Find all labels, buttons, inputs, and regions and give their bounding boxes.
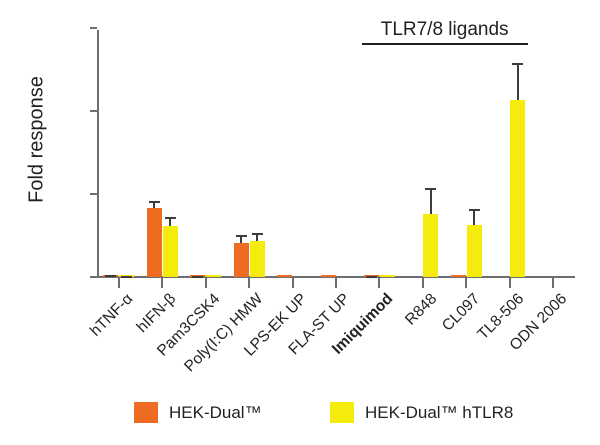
bar <box>320 275 336 277</box>
legend-color-swatch <box>134 402 158 423</box>
legend-color-swatch <box>330 402 354 423</box>
error-bar-cap <box>468 208 480 211</box>
x-axis-tick <box>552 278 555 288</box>
error-bar-cap <box>164 217 176 220</box>
y-axis-tick <box>90 110 97 112</box>
bar <box>277 275 293 277</box>
error-bar-cap <box>251 233 263 236</box>
error-bar-cap <box>425 187 437 190</box>
y-axis-line <box>97 30 99 278</box>
y-axis-tick <box>90 27 97 29</box>
bar <box>206 275 222 277</box>
x-axis-tick <box>421 278 424 288</box>
x-axis-tick <box>117 278 120 288</box>
error-bar <box>256 233 259 242</box>
x-axis-line <box>97 276 575 278</box>
y-axis-tick <box>90 193 97 195</box>
bar <box>510 99 526 277</box>
x-axis-tick <box>161 278 164 288</box>
bar <box>162 226 178 277</box>
error-bar <box>429 187 432 214</box>
error-bar <box>240 235 243 243</box>
bar <box>466 225 482 277</box>
x-axis-tick <box>204 278 207 288</box>
error-bar-cap <box>512 63 524 66</box>
bar <box>146 208 162 277</box>
x-axis-tick <box>508 278 511 288</box>
x-axis-tick <box>291 278 294 288</box>
y-axis-title: Fold response <box>25 76 48 203</box>
x-axis-tick <box>248 278 251 288</box>
plot-area <box>97 28 575 279</box>
chart-legend: HEK-Dual™ HEK-Dual™ hTLR8 <box>0 402 600 432</box>
legend-label: HEK-Dual™ <box>169 402 262 422</box>
x-axis-tick <box>335 278 337 288</box>
legend-item: HEK-Dual™ <box>134 402 262 423</box>
error-bar-cap <box>192 275 204 278</box>
bar <box>119 275 135 277</box>
bar <box>423 213 439 277</box>
x-axis-tick <box>465 278 468 288</box>
error-bar <box>473 208 476 226</box>
error-bar <box>153 201 156 209</box>
bar <box>249 241 265 277</box>
y-axis-tick <box>90 276 97 278</box>
bar <box>233 242 249 277</box>
legend-label: HEK-Dual™ hTLR8 <box>365 402 514 422</box>
bar <box>450 275 466 277</box>
error-bar-cap <box>121 276 133 279</box>
error-bar <box>169 217 172 227</box>
error-bar-cap <box>105 275 117 278</box>
x-axis-tick <box>378 278 381 288</box>
error-bar <box>516 63 519 100</box>
group-bracket-line <box>361 43 528 45</box>
error-bar-cap <box>365 275 377 278</box>
group-bracket-label: TLR7/8 ligands <box>380 19 509 40</box>
bar <box>379 275 395 277</box>
error-bar-cap <box>235 235 247 238</box>
legend-item: HEK-Dual™ hTLR8 <box>330 402 513 423</box>
error-bar-cap <box>148 201 160 204</box>
